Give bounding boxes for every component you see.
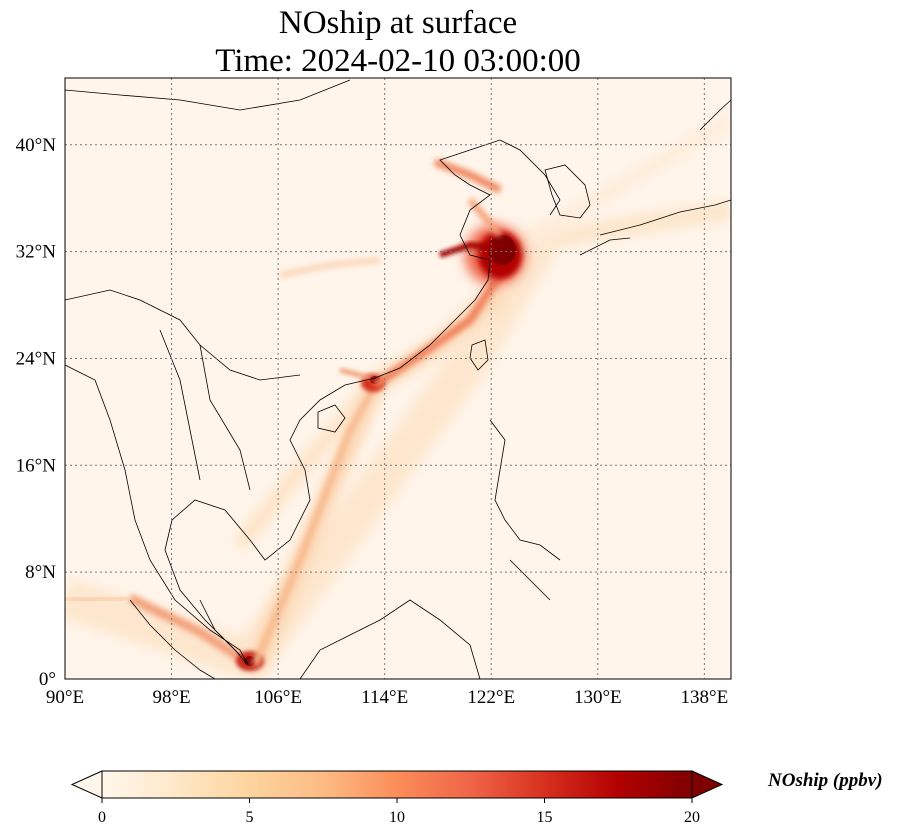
x-tick-label: 98°E [152, 687, 190, 708]
y-tick-label: 16°N [16, 455, 57, 476]
colorbar-tick-label: 20 [684, 809, 700, 826]
colorbar-label: NOship (ppbv) [768, 770, 883, 791]
y-tick-label: 0° [39, 669, 56, 690]
x-tick-label: 106°E [254, 687, 302, 708]
colorbar-tick-label: 5 [246, 809, 254, 826]
map-title: NOship at surface [278, 5, 518, 41]
gridlines [65, 78, 731, 679]
y-tick-label: 24°N [16, 348, 57, 369]
map-subtitle-time: Time: 2024-02-10 03:00:00 [215, 43, 581, 79]
coastlines [65, 79, 731, 679]
x-tick-label: 130°E [574, 687, 622, 708]
y-axis: 0° 8°N 16°N 24°N 32°N 40°N [16, 135, 57, 690]
colorbar-extend-min [70, 770, 103, 799]
colorbar: 0 5 10 15 20 [70, 770, 724, 826]
x-axis: 90°E 98°E 106°E 114°E 122°E 130°E 138°E [46, 687, 728, 708]
y-tick-label: 32°N [16, 242, 57, 263]
concentration-field [65, 113, 731, 679]
colorbar-tick-label: 10 [389, 809, 405, 826]
colorbar-gradient [102, 771, 692, 798]
x-tick-label: 90°E [46, 687, 84, 708]
colorbar-extend-max [691, 770, 724, 799]
y-tick-label: 40°N [16, 135, 57, 156]
x-tick-label: 114°E [361, 687, 408, 708]
x-tick-label: 122°E [467, 687, 515, 708]
x-tick-label: 138°E [681, 687, 729, 708]
y-tick-label: 8°N [25, 562, 56, 583]
colorbar-tick-label: 0 [98, 809, 106, 826]
colorbar-tick-label: 15 [537, 809, 553, 826]
map-frame [64, 77, 732, 680]
